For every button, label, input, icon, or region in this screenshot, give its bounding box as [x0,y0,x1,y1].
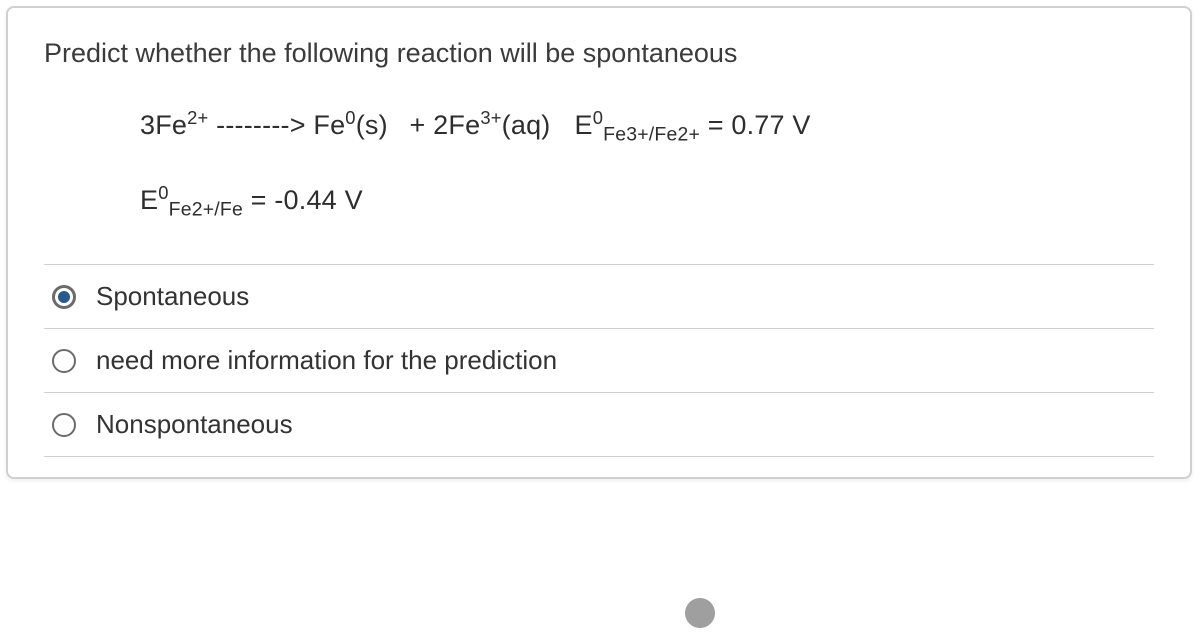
charge-3plus: 3+ [480,107,501,128]
cursor-indicator-icon [685,598,715,628]
e-symbol-2: E [140,185,158,215]
radio-icon [52,285,76,309]
reactant-coeff: 3Fe [140,110,187,140]
radio-icon [52,349,76,373]
option-spontaneous[interactable]: Spontaneous [44,265,1154,329]
couple-2: Fe2+/Fe [169,198,243,220]
radio-icon [52,413,76,437]
potential-1-value: = 0.77 V [700,110,811,140]
potential-2-value: = -0.44 V [243,185,363,215]
question-prompt: Predict whether the following reaction w… [44,38,1154,69]
equation-block: 3Fe2+ --------> Fe0(s) + 2Fe3+(aq)E0Fe3+… [44,105,1154,220]
potential-2: E0Fe2+/Fe = -0.44 V [140,180,1154,221]
answer-options: Spontaneous need more information for th… [44,264,1154,457]
phase-solid: (s) [356,110,388,140]
zero-state-1: 0 [345,107,355,128]
arrow-dashes: --------> [208,110,313,140]
e-zero-2: 0 [158,182,168,203]
option-label: Nonspontaneous [96,409,293,440]
option-label: need more information for the prediction [96,345,557,376]
phase-aq: (aq) [502,110,551,140]
e-symbol-1: E [574,110,592,140]
plus-2fe: + 2Fe [402,110,481,140]
question-card: Predict whether the following reaction w… [6,6,1192,479]
option-need-more-info[interactable]: need more information for the prediction [44,329,1154,393]
fe-symbol: Fe [313,110,345,140]
couple-1: Fe3+/Fe2+ [603,123,700,145]
reaction-equation: 3Fe2+ --------> Fe0(s) + 2Fe3+(aq)E0Fe3+… [140,105,1154,146]
option-label: Spontaneous [96,281,249,312]
e-zero-1: 0 [593,107,603,128]
charge-2plus: 2+ [187,107,208,128]
option-nonspontaneous[interactable]: Nonspontaneous [44,393,1154,457]
